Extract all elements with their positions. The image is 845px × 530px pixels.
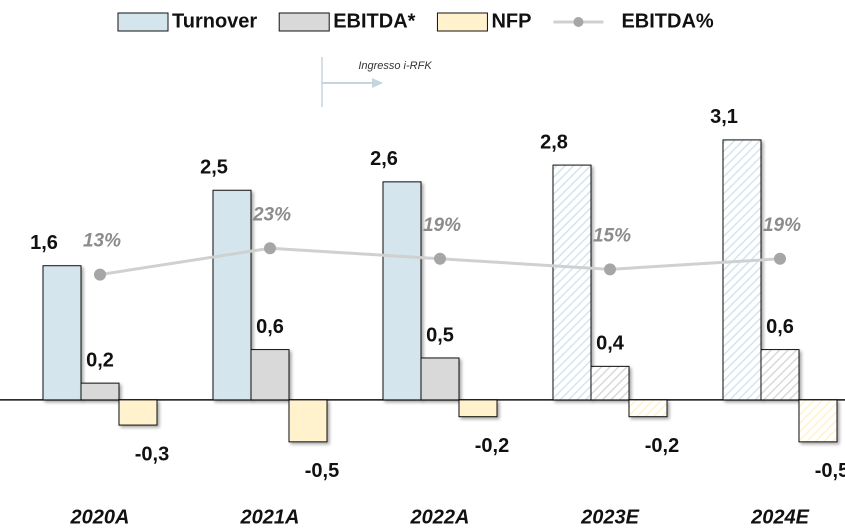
annotation: Ingresso i-RFK [321,57,432,107]
percent-label: 23% [252,204,291,225]
value-label: -0,3 [135,443,169,465]
bar [118,399,158,426]
x-tick-label: 2024E [750,506,809,528]
bar [80,382,120,401]
bar [420,357,460,401]
value-label: 3,1 [710,106,738,128]
x-tick-label: 2020A [70,506,130,528]
x-tick-label: 2022A [410,506,470,528]
percent-label: 15% [593,225,631,246]
line-marker [774,252,786,265]
legend-swatch [117,12,169,32]
x-tick-label: 2021A [240,506,300,528]
legend-label: EBITDA% [621,10,713,32]
bar [798,399,838,443]
value-label: -0,2 [475,435,509,457]
legend-marker [573,17,584,27]
line-marker [434,252,446,265]
bar [590,365,630,401]
bar [288,399,328,443]
value-label: -0,2 [645,435,679,457]
bar [212,189,252,401]
bar [42,265,82,401]
bar [250,349,290,401]
legend-swatch [436,12,488,32]
bar [552,164,592,401]
value-label: -0,5 [815,460,845,482]
legend-label: EBITDA* [333,10,415,32]
legend-swatch [278,12,330,32]
legend-label: Turnover [172,10,257,32]
bar [382,181,422,401]
value-label: 0,6 [766,316,794,338]
value-label: 0,2 [86,349,114,371]
bar [628,399,668,418]
percent-label: 13% [83,231,121,252]
percent-label: 19% [763,215,801,236]
value-label: 0,4 [596,333,625,355]
value-label: 2,6 [370,148,398,170]
line-marker [264,242,276,255]
value-label: -0,5 [305,460,339,482]
x-tick-label: 2023E [580,506,639,528]
value-label: 2,5 [200,157,228,179]
line-marker [94,268,106,281]
value-label: 1,6 [30,232,58,254]
percent-label: 19% [423,215,461,236]
value-label: 0,6 [256,316,284,338]
bar [722,139,762,401]
value-label: 0,5 [426,324,454,346]
value-label: 2,8 [540,131,568,153]
bar [458,399,498,418]
annotation-text: Ingresso i-RFK [358,60,432,72]
legend-label: NFP [491,10,531,32]
line-marker [604,263,616,276]
bar [760,349,800,401]
